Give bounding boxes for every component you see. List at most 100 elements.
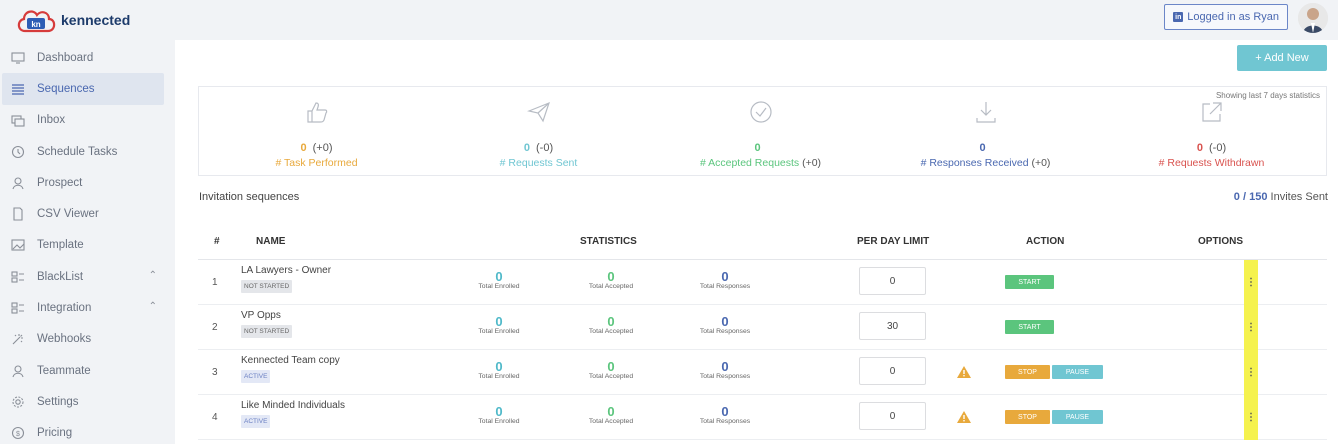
sequence-name[interactable]: Kennected Team copy <box>241 355 340 366</box>
sidebar-item-teammate[interactable]: Teammate <box>0 355 175 386</box>
table-row: 2 VP Opps NOT STARTED 0 Total Enrolled 0 Total… <box>198 305 1327 350</box>
integration-icon <box>10 300 26 316</box>
stat-total-responses: 0 Total Responses <box>675 314 775 335</box>
stat-delta: (-0) <box>536 142 554 154</box>
sidebar-item-csv-viewer[interactable]: CSV Viewer <box>0 198 175 229</box>
accepted-label: Total Accepted <box>588 373 634 380</box>
accepted-value: 0 <box>607 359 615 374</box>
stat-total-responses: 0 Total Responses <box>675 404 775 425</box>
thumbs-up-icon <box>306 102 327 123</box>
sidebar-item-pricing[interactable]: $ Pricing <box>0 418 175 444</box>
stat-value: 0 <box>523 142 530 154</box>
stat-label: # Requests Sent <box>499 157 578 169</box>
per-day-limit-input[interactable]: 30 <box>859 312 926 340</box>
sidebar-item-blacklist[interactable]: BlackList ⌃ <box>0 261 175 292</box>
vertical-dots-icon: ⋮ <box>1246 411 1256 423</box>
stat-total-responses: 0 Total Responses <box>675 359 775 380</box>
options-menu-button[interactable]: ⋮ <box>1244 395 1258 440</box>
sequence-name[interactable]: Like Minded Individuals <box>241 400 345 411</box>
warning-icon <box>957 366 971 378</box>
stat-total-accepted: 0 Total Accepted <box>561 359 661 380</box>
pause-button[interactable]: PAUSE <box>1052 410 1103 424</box>
avatar[interactable] <box>1298 3 1328 33</box>
person-icon <box>10 175 26 191</box>
user-avatar-icon <box>1298 3 1328 33</box>
enrolled-label: Total Enrolled <box>478 373 520 380</box>
sidebar-item-integration[interactable]: Integration ⌃ <box>0 292 175 323</box>
sidebar-item-label: Teammate <box>37 364 91 377</box>
sidebar-item-prospect[interactable]: Prospect <box>0 167 175 198</box>
sidebar-item-label: Template <box>37 239 84 252</box>
stat-value: 0 <box>754 142 761 154</box>
sequence-name[interactable]: VP Opps <box>241 310 281 321</box>
col-num: # <box>214 236 220 247</box>
cloud-logo-icon: kn <box>17 10 56 33</box>
per-day-limit-input[interactable]: 0 <box>859 267 926 295</box>
table-header: # NAME STATISTICS PER DAY LIMIT ACTION O… <box>198 230 1327 260</box>
start-button[interactable]: START <box>1005 275 1054 289</box>
enrolled-value: 0 <box>495 404 503 419</box>
stats-note: Showing last 7 days statistics <box>1215 91 1320 100</box>
sidebar-nav: Dashboard Sequences Inbox Schedule Tasks Pro… <box>0 42 175 444</box>
chevron-up-icon[interactable]: ⌃ <box>148 301 157 313</box>
col-per-day-limit: PER DAY LIMIT <box>857 236 930 247</box>
sidebar-item-schedule-tasks[interactable]: Schedule Tasks <box>0 136 175 167</box>
sidebar-item-template[interactable]: Template <box>0 230 175 261</box>
stat-total-responses: 0 Total Responses <box>675 269 775 290</box>
options-menu-button[interactable]: ⋮ <box>1244 350 1258 395</box>
enrolled-label: Total Enrolled <box>478 418 520 425</box>
stat-total-enrolled: 0 Total Enrolled <box>449 269 549 290</box>
stop-button[interactable]: STOP <box>1005 365 1050 379</box>
logged-in-badge[interactable]: in Logged in as Ryan <box>1164 4 1288 30</box>
paper-plane-icon <box>526 101 550 123</box>
invites-used: 0 <box>1233 191 1240 203</box>
start-button[interactable]: START <box>1005 320 1054 334</box>
enrolled-value: 0 <box>495 359 503 374</box>
invites-sent-counter: 0 / 150 Invites Sent <box>1234 191 1328 203</box>
sidebar-item-settings[interactable]: Settings <box>0 386 175 417</box>
sidebar-item-label: Webhooks <box>37 333 92 346</box>
pause-button[interactable]: PAUSE <box>1052 365 1103 379</box>
col-statistics: STATISTICS <box>580 236 637 247</box>
invites-label: Invites Sent <box>1270 191 1328 203</box>
options-menu-button[interactable]: ⋮ <box>1244 260 1258 305</box>
vertical-dots-icon: ⋮ <box>1246 276 1256 288</box>
accepted-label: Total Accepted <box>588 418 634 425</box>
gear-icon <box>10 394 26 410</box>
table-row: 3 Kennected Team copy ACTIVE 0 Total Enrolle… <box>198 350 1327 395</box>
sidebar: kn kennected Dashboard Sequences Inbox Sche… <box>0 0 175 444</box>
sequence-name[interactable]: LA Lawyers - Owner <box>241 265 332 276</box>
options-menu-button[interactable]: ⋮ <box>1244 305 1258 350</box>
stat-value: 0 <box>1196 142 1203 154</box>
accepted-label: Total Accepted <box>588 283 634 290</box>
stats-panel: Showing last 7 days statistics 0 (+0) # T… <box>198 86 1327 176</box>
stat-total-accepted: 0 Total Accepted <box>561 404 661 425</box>
webhooks-icon <box>10 331 26 347</box>
enrolled-label: Total Enrolled <box>478 328 520 335</box>
stat-task-performed: 0 (+0) # Task Performed <box>204 87 429 177</box>
dollar-icon: $ <box>10 425 26 441</box>
stat-label-suffix: (+0) <box>1031 157 1051 169</box>
sidebar-item-sequences[interactable]: Sequences <box>2 73 164 105</box>
col-options: OPTIONS <box>1198 236 1244 247</box>
stop-button[interactable]: STOP <box>1005 410 1050 424</box>
chevron-up-icon[interactable]: ⌃ <box>148 270 157 282</box>
stat-requests-sent: 0 (-0) # Requests Sent <box>426 87 651 177</box>
responses-label: Total Responses <box>699 373 751 380</box>
accepted-value: 0 <box>607 314 615 329</box>
per-day-limit-input[interactable]: 0 <box>859 402 926 430</box>
sidebar-item-dashboard[interactable]: Dashboard <box>0 42 175 73</box>
stat-total-enrolled: 0 Total Enrolled <box>449 314 549 335</box>
check-circle-icon <box>749 101 772 123</box>
logo[interactable]: kn kennected <box>15 4 130 36</box>
sidebar-item-webhooks[interactable]: Webhooks <box>0 324 175 355</box>
row-index: 4 <box>212 412 218 423</box>
topbar: in Logged in as Ryan <box>175 0 1338 40</box>
per-day-limit-input[interactable]: 0 <box>859 357 926 385</box>
add-new-button[interactable]: + Add New <box>1237 45 1327 71</box>
enrolled-value: 0 <box>495 314 503 329</box>
sidebar-item-inbox[interactable]: Inbox <box>0 105 175 136</box>
responses-value: 0 <box>721 314 729 329</box>
row-index: 1 <box>212 277 218 288</box>
svg-text:$: $ <box>16 431 20 438</box>
